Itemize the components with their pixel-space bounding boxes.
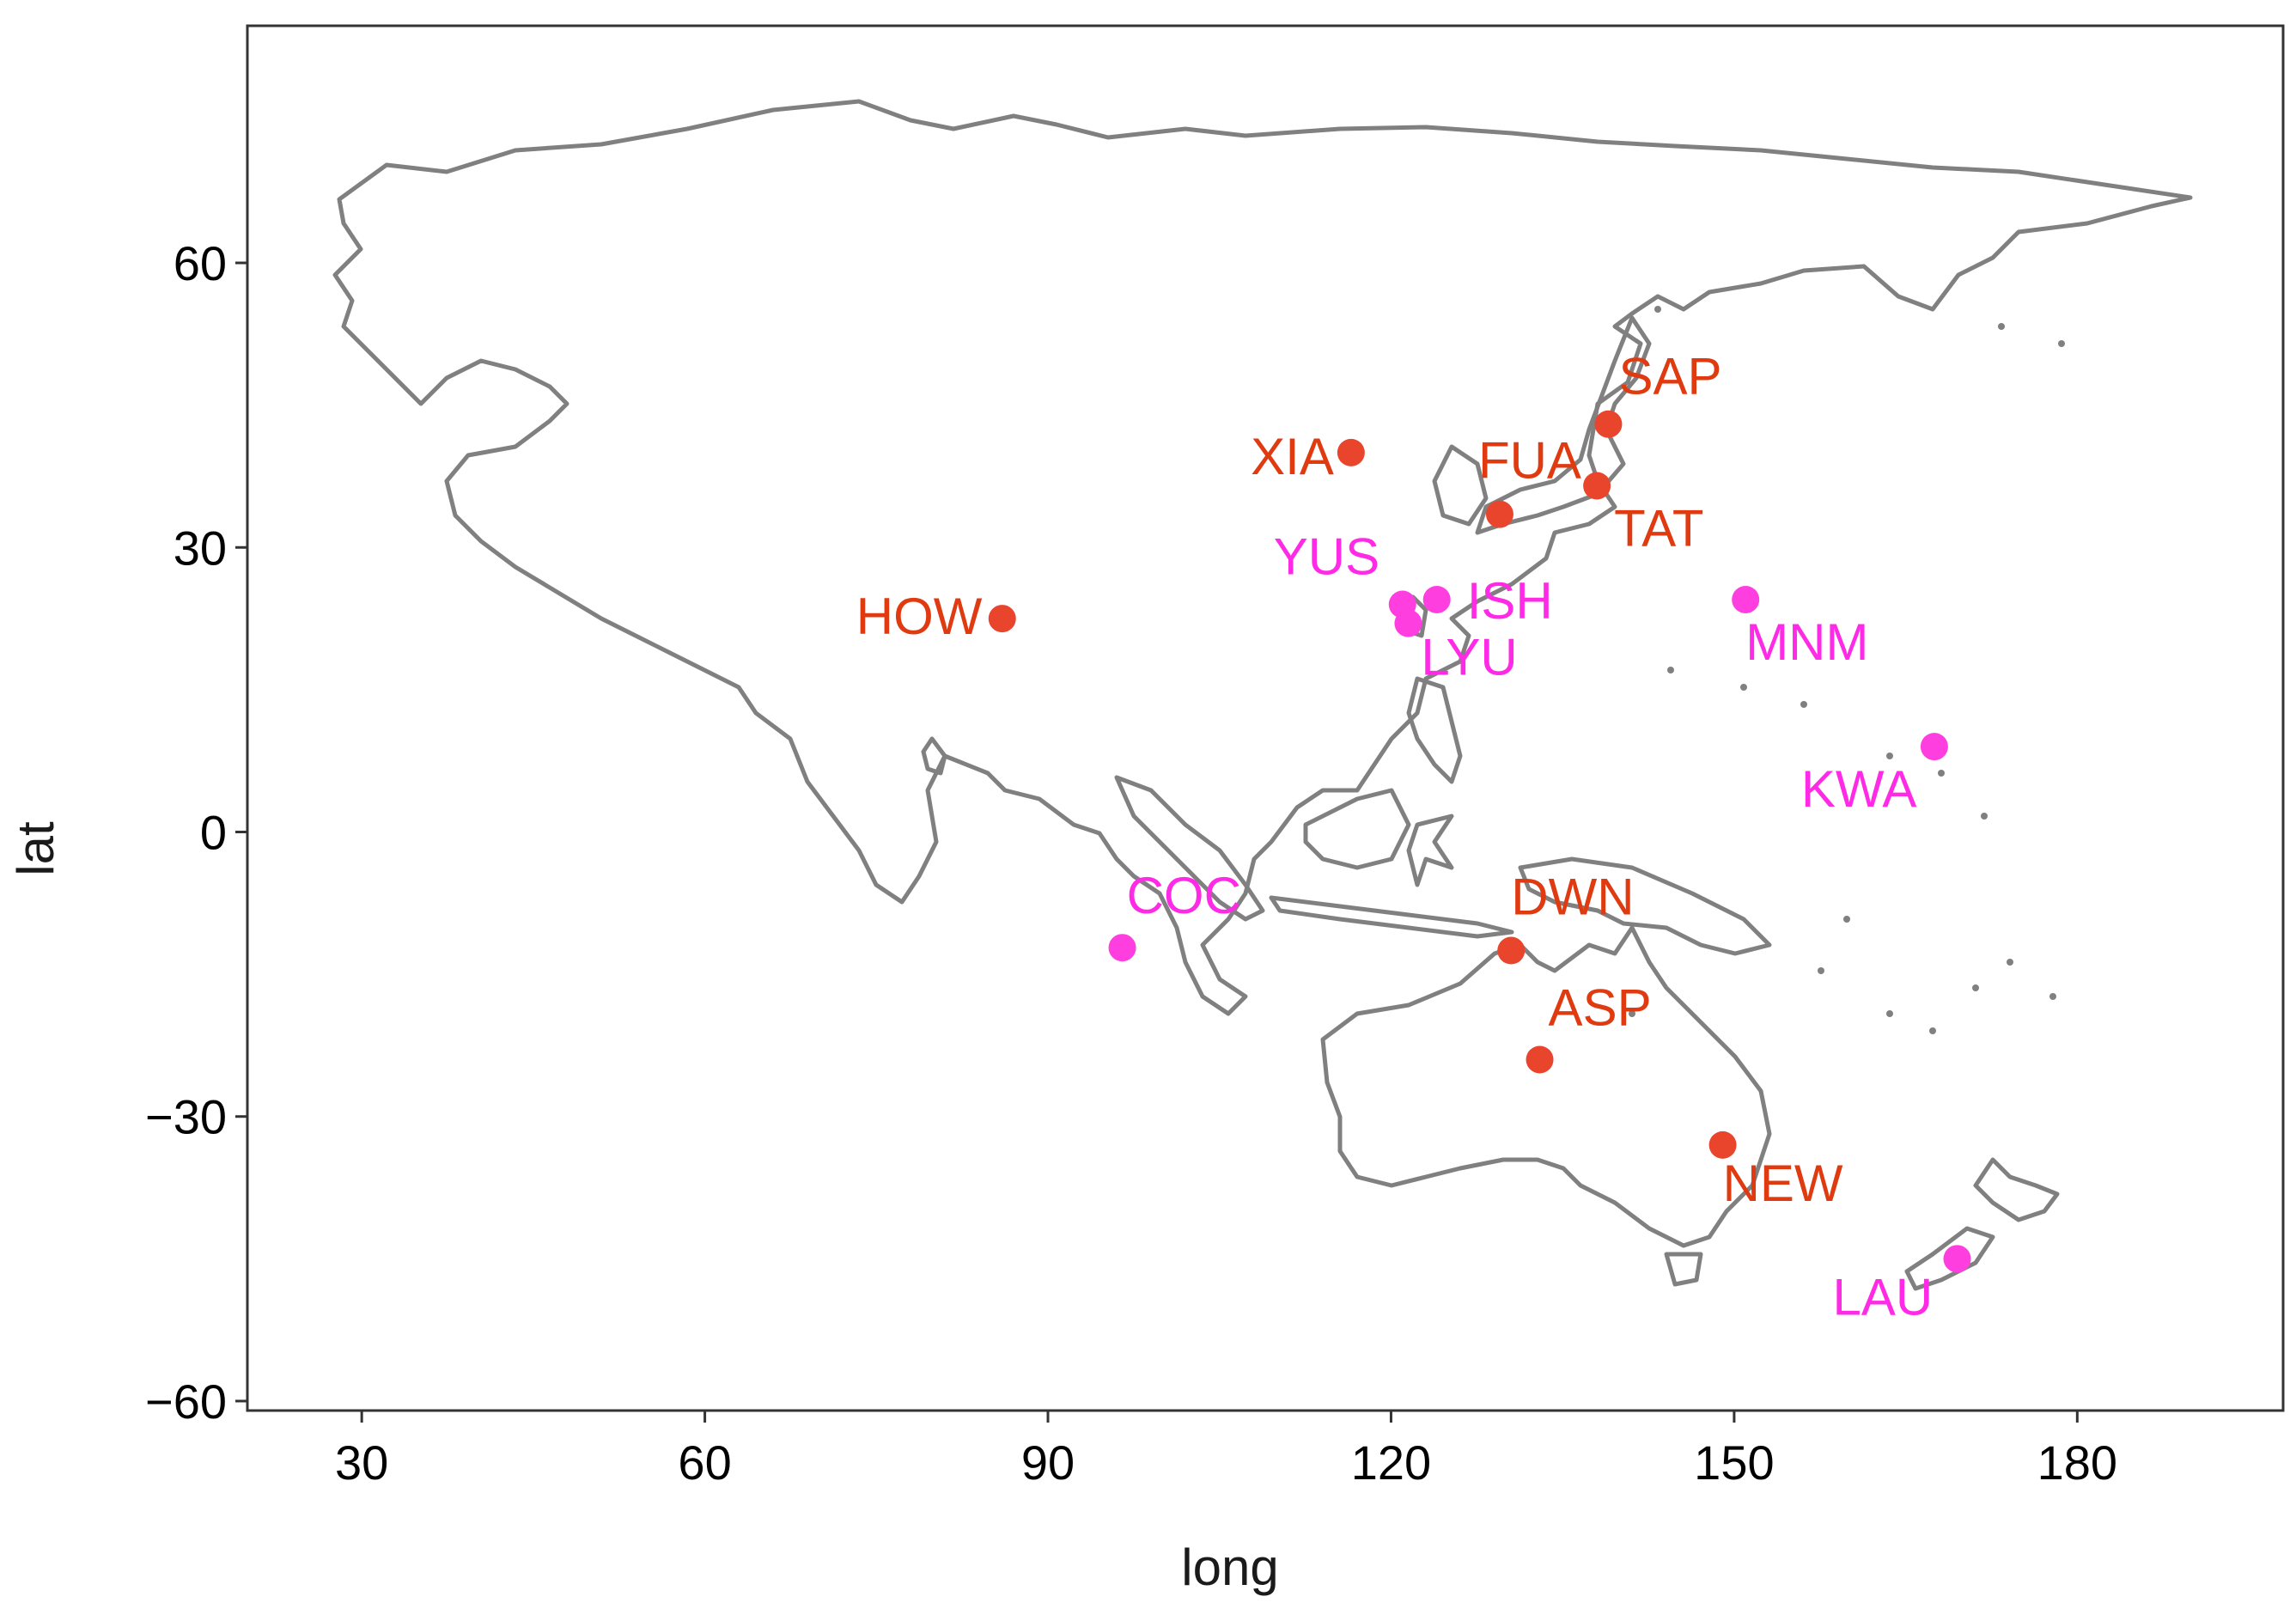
- station-point-kwa: [1920, 733, 1948, 761]
- station-point-dwn: [1497, 936, 1526, 965]
- y-tick-label: 0: [200, 805, 227, 859]
- station-label-kwa: KWA: [1801, 760, 1916, 818]
- station-label-how: HOW: [856, 588, 983, 645]
- station-label-xia: XIA: [1251, 428, 1334, 485]
- station-point-fua: [1485, 500, 1513, 528]
- station-label-asp: ASP: [1549, 978, 1652, 1036]
- axes: 30 60 90 120 150 180 −60 −30 0 30 60: [145, 236, 2117, 1490]
- station-label-fua: FUA: [1478, 432, 1581, 490]
- station-point-coc: [1108, 934, 1136, 962]
- station-point-mnm: [1732, 585, 1760, 613]
- station-point-xia: [1337, 438, 1365, 466]
- x-tick-label: 180: [2037, 1435, 2117, 1490]
- station-label-sap: SAP: [1618, 348, 1721, 405]
- station-point-lau: [1943, 1245, 1971, 1273]
- station-label-dwn: DWN: [1511, 868, 1634, 926]
- station-point-sap: [1594, 410, 1623, 438]
- station-label-tat: TAT: [1614, 499, 1703, 557]
- y-tick-label: −60: [145, 1374, 227, 1429]
- station-label-lyu: LYU: [1421, 629, 1517, 686]
- station-point-new: [1708, 1130, 1737, 1159]
- y-axis-title: lat: [7, 821, 64, 876]
- station-point-how: [988, 605, 1016, 633]
- station-label-coc: COC: [1127, 867, 1241, 924]
- y-tick-label: 30: [174, 521, 227, 575]
- station-label-lau: LAU: [1833, 1268, 1934, 1326]
- coastline-basemap: [332, 99, 2193, 1291]
- station-label-yus: YUS: [1274, 528, 1379, 586]
- x-tick-label: 150: [1694, 1435, 1774, 1490]
- y-tick-label: −30: [145, 1090, 227, 1144]
- station-label-mnm: MNM: [1745, 613, 1868, 671]
- plot-panel: [246, 24, 2285, 1412]
- station-point-lyu: [1394, 609, 1422, 637]
- station-point-ish: [1422, 585, 1451, 613]
- station-point-tat: [1583, 472, 1611, 500]
- x-tick-label: 120: [1351, 1435, 1431, 1490]
- y-tick-label: 60: [174, 236, 227, 290]
- x-tick-label: 60: [678, 1435, 731, 1490]
- x-tick-label: 90: [1021, 1435, 1075, 1490]
- station-label-ish: ISH: [1467, 572, 1553, 630]
- x-tick-label: 30: [335, 1435, 388, 1490]
- station-point-asp: [1526, 1045, 1554, 1074]
- x-axis-title: long: [1181, 1539, 1278, 1596]
- station-label-new: NEW: [1723, 1155, 1843, 1212]
